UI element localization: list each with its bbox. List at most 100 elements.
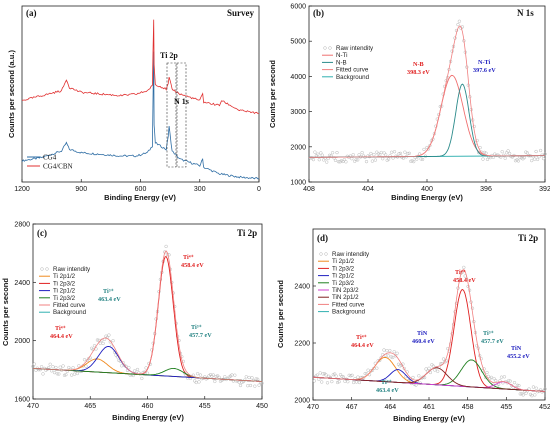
raw-data-point [356,375,360,379]
raw-data-point [317,377,321,381]
panel-b-ticks: 408 404 400 396 392 1000 2000 3000 4000 5000 6000 [290,4,550,194]
legend-swatch-raw [323,46,327,50]
raw-data-point [508,379,512,383]
fitted-curve [309,25,545,158]
panel-d-xtick-label: 455 [500,404,512,411]
peak-n-ti [309,83,545,158]
panel-d-ann-ti4-1-sub: 464.4 eV [351,342,374,349]
raw-data-point [411,375,415,380]
raw-data-point [127,366,131,370]
ti2p-region-box [166,62,177,168]
raw-data-point [481,157,485,161]
raw-data-point [233,373,237,377]
raw-data-point [250,376,254,380]
panel-c-ytick-label: 2400 [14,280,30,287]
raw-data-point [320,153,324,157]
panel-a-xtick-label: 1200 [14,186,30,193]
raw-data-point [462,265,466,270]
panel-d-ann-tin-1: TiN [417,330,428,337]
panel-b-ytick-label: 1000 [290,180,306,187]
fitted-curve [33,250,263,382]
panel-b-xtick-label: 400 [421,186,433,193]
raw-data-point [479,357,483,361]
panel-d-xtick-label: 458 [462,404,474,411]
raw-data-point [543,387,547,391]
legend-label: Background [336,74,370,81]
raw-data-point [398,151,403,156]
panel-d-ytick-label: 2200 [294,341,310,348]
legend-swatch-raw [40,267,44,271]
raw-data-point [403,150,407,154]
raw-data-point [321,372,325,376]
raw-data-point [541,156,546,161]
panel-c-ann-ti4-2-sub: 458.4 eV [181,262,204,269]
panel-c-ann-ti4-1-sub: 464.4 eV [50,333,73,340]
panel-c-title: Ti 2p [237,228,257,238]
raw-data-point [475,138,479,143]
raw-data-point [470,306,475,310]
panel-b-xtick-label: 404 [362,186,374,193]
legend-label: Ti 2p1/2 [53,273,76,280]
raw-data-point [248,383,253,388]
raw-data-point [496,153,500,157]
raw-data-point [77,364,81,368]
raw-data-point [34,368,38,372]
raw-data-point [31,364,35,369]
panel-a-xtick-label: 600 [135,186,147,193]
legend-label: TiN 2p1/2 [332,294,359,301]
raw-data-point [317,158,321,162]
raw-data-point [353,159,357,163]
raw-data-point [364,159,369,164]
raw-data-point [253,384,257,388]
legend-label: Background [53,309,87,316]
panel-c-label: (c) [37,228,47,238]
raw-data-point [104,334,108,338]
raw-data-point [333,158,338,163]
legend-swatch-raw [319,252,323,256]
panel-c-ylabel: Counts per second [1,278,10,346]
panel-a: (a) Survey Counts per second (a.u.) Bind… [7,5,261,202]
raw-data-point [357,380,362,385]
raw-data-point [332,156,336,160]
raw-data-point [54,365,58,370]
legend-label: Fitted curve [332,301,365,308]
panel-d-ytick-label: 2400 [294,284,310,291]
raw-data-point [41,372,45,376]
raw-data-point [325,381,330,385]
panel-d-ann-tin-2-sub: 455.2 eV [507,353,530,360]
panel-c-ytick-label: 1600 [14,397,30,404]
raw-data-point [363,371,367,376]
raw-data-point [82,358,87,362]
legend-label: N-Ti [336,52,347,59]
raw-data-point [531,385,536,389]
raw-data-point [185,376,190,380]
raw-data-point [57,372,61,376]
panel-c-ann-ti3-1: Ti³⁺ [103,288,114,295]
panel-a-label: (a) [26,8,37,18]
raw-data-point [338,160,342,164]
raw-data-point [357,153,361,157]
raw-data-point [351,153,355,157]
panel-a-xticks: 1200 900 600 300 0 [14,179,261,193]
legend-label: Fitted curve [336,67,369,74]
raw-data-point [120,364,124,368]
raw-data-point [92,344,97,348]
raw-data-point [322,372,327,376]
panel-c-ytick-label: 2800 [14,222,30,229]
raw-data-point [335,380,340,385]
raw-data-point [457,19,462,23]
panel-a-series [21,19,260,180]
raw-data-point [198,373,203,377]
raw-data-point [392,150,397,154]
raw-data-point [38,368,42,372]
raw-data-point [111,339,115,343]
raw-data-point [338,373,343,377]
raw-data-point [506,149,510,153]
raw-data-point [150,348,154,352]
raw-data-point [318,371,322,375]
raw-data-point [356,158,360,162]
raw-data-point [236,379,240,383]
fitted-curve [312,269,545,392]
raw-data-point [144,366,148,370]
raw-data-point [388,348,392,353]
